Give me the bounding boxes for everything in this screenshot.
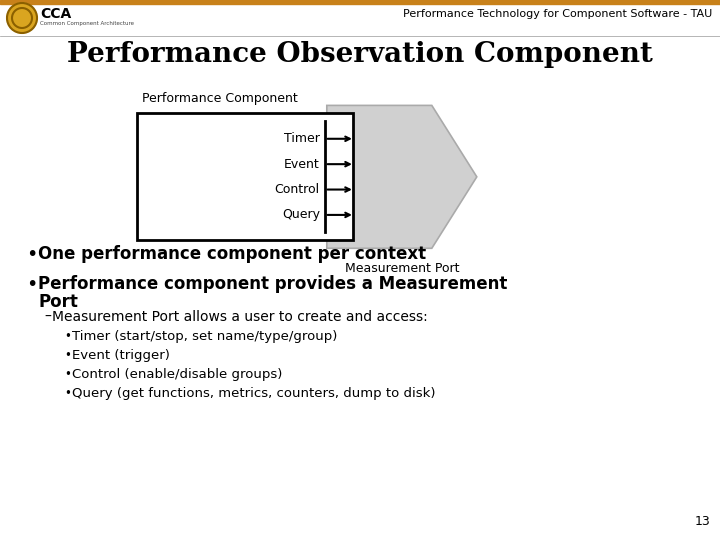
Text: Measurement Port: Measurement Port	[345, 262, 459, 275]
Text: Performance component provides a Measurement: Performance component provides a Measure…	[38, 275, 508, 293]
Text: Timer: Timer	[284, 132, 320, 145]
Text: Event (trigger): Event (trigger)	[72, 349, 170, 362]
Text: •: •	[64, 387, 71, 400]
Text: Performance Observation Component: Performance Observation Component	[67, 42, 653, 69]
Text: –: –	[44, 310, 51, 324]
Text: •: •	[26, 245, 37, 264]
Text: •: •	[26, 275, 37, 294]
Text: Measurement Port allows a user to create and access:: Measurement Port allows a user to create…	[52, 310, 428, 324]
Text: Control (enable/disable groups): Control (enable/disable groups)	[72, 368, 282, 381]
Text: Port: Port	[38, 293, 78, 311]
Text: •: •	[64, 368, 71, 381]
Circle shape	[12, 8, 32, 28]
Text: Performance Component: Performance Component	[142, 92, 297, 105]
Text: 13: 13	[694, 515, 710, 528]
Text: •: •	[64, 349, 71, 362]
Bar	[0, 0, 720, 4]
Circle shape	[7, 3, 37, 33]
Text: Common Component Architecture: Common Component Architecture	[40, 21, 134, 25]
Text: •: •	[64, 330, 71, 343]
Text: Timer (start/stop, set name/type/group): Timer (start/stop, set name/type/group)	[72, 330, 338, 343]
Polygon shape	[327, 105, 477, 248]
Text: Query (get functions, metrics, counters, dump to disk): Query (get functions, metrics, counters,…	[72, 387, 436, 400]
Text: One performance component per context: One performance component per context	[38, 245, 426, 263]
Text: Event: Event	[284, 158, 320, 171]
Text: Control: Control	[274, 183, 320, 196]
Text: Performance Technology for Component Software - TAU: Performance Technology for Component Sof…	[402, 9, 712, 19]
Text: CCA: CCA	[40, 7, 71, 21]
Bar	[137, 113, 353, 240]
Text: Query: Query	[282, 208, 320, 221]
